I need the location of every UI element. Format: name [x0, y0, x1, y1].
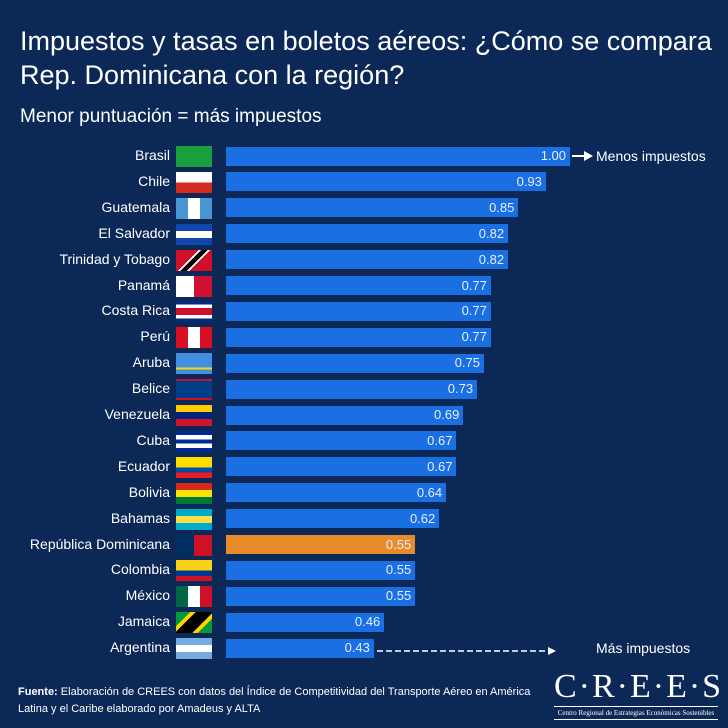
bar-bolivia	[226, 483, 447, 503]
value-label-peru: 0.77	[461, 329, 487, 345]
flag-icon-ecuador	[176, 456, 212, 478]
flag-icon-venezuela	[176, 405, 212, 426]
category-label-bolivia: Bolivia	[128, 483, 170, 500]
category-label-panama: Panamá	[117, 276, 170, 293]
category-label-el-salvador: El Salvador	[98, 224, 170, 241]
category-label-ecuador: Ecuador	[117, 457, 170, 474]
bar-peru	[226, 327, 491, 347]
value-label-aruba: 0.75	[454, 355, 480, 371]
value-label-ecuador: 0.67	[427, 458, 453, 474]
value-label-argentina: 0.43	[344, 640, 370, 656]
flag-icon-bahamas	[176, 508, 212, 530]
category-label-jamaica: Jamaica	[117, 613, 170, 630]
category-label-chile: Chile	[138, 172, 170, 189]
bar-republica-dominicana	[226, 535, 416, 554]
flag-icon-brasil	[176, 146, 212, 167]
flag-icon-cuba	[176, 430, 212, 452]
bar-colombia	[226, 560, 416, 580]
source-label: Fuente:	[18, 686, 58, 698]
flag-icon-peru	[176, 327, 212, 349]
bar-panama	[226, 276, 491, 295]
value-label-bolivia: 0.64	[416, 484, 443, 500]
value-label-costa-rica: 0.77	[461, 303, 487, 319]
category-label-peru: Perú	[140, 328, 170, 345]
value-label-chile: 0.93	[516, 173, 542, 189]
annotation-less-taxes: Menos impuestos	[596, 148, 706, 164]
category-label-mexico: México	[125, 587, 170, 604]
flag-icon-mexico	[176, 586, 212, 608]
value-label-colombia: 0.55	[385, 562, 412, 578]
flag-icon-aruba	[176, 353, 212, 375]
category-label-trinidad-y-tobago: Trinidad y Tobago	[59, 250, 170, 267]
category-label-guatemala: Guatemala	[101, 198, 170, 215]
bar-aruba	[226, 353, 484, 373]
value-label-republica-dominicana: 0.55	[385, 536, 412, 552]
bar-jamaica	[226, 612, 385, 632]
logo-tagline: Centro Regional de Estrategias Económica…	[554, 706, 718, 720]
category-label-brasil: Brasil	[134, 147, 170, 163]
bar-guatemala	[226, 198, 519, 218]
value-label-mexico: 0.55	[385, 588, 412, 604]
flag-icon-el-salvador	[176, 223, 212, 245]
value-label-trinidad-y-tobago: 0.82	[478, 251, 505, 267]
bar-mexico	[226, 586, 416, 606]
bar-belice	[226, 379, 478, 399]
bar-chile	[226, 172, 546, 192]
crees-logo: C·R·E·E·S Centro Regional de Estrategias…	[554, 668, 724, 720]
category-label-bahamas: Bahamas	[110, 509, 170, 526]
bar-brasil	[226, 146, 570, 166]
value-label-jamaica: 0.46	[354, 614, 381, 630]
value-label-bahamas: 0.62	[409, 510, 436, 526]
arrow-bottom-head	[548, 647, 556, 655]
bar-ecuador	[226, 457, 457, 477]
flag-icon-jamaica	[176, 612, 212, 634]
flag-icon-republica-dominicana	[176, 534, 212, 556]
value-label-belice: 0.73	[447, 381, 474, 397]
value-label-cuba: 0.67	[427, 432, 453, 448]
flag-icon-belice	[176, 379, 212, 401]
bar-cuba	[226, 431, 457, 451]
chart-subtitle: Menor puntuación = más impuestos	[20, 106, 322, 127]
flag-icon-panama	[176, 275, 212, 297]
bar-bahamas	[226, 509, 440, 529]
bar-trinidad-y-tobago	[226, 250, 509, 270]
flag-icon-argentina	[176, 638, 212, 660]
bar-argentina	[226, 638, 374, 658]
flag-icon-trinidad-y-tobago	[176, 249, 212, 271]
category-label-belice: Belice	[131, 380, 170, 397]
category-label-argentina: Argentina	[110, 639, 170, 656]
source-note: Fuente: Elaboración de CREES con datos d…	[18, 684, 538, 718]
category-label-cuba: Cuba	[136, 431, 170, 448]
flag-icon-guatemala	[176, 197, 212, 219]
value-label-el-salvador: 0.82	[478, 225, 505, 241]
logo-name: C·R·E·E·S	[554, 668, 724, 705]
flag-icon-costa-rica	[176, 301, 212, 323]
category-label-venezuela: Venezuela	[104, 406, 170, 422]
bar-el-salvador	[226, 224, 509, 244]
flag-icon-bolivia	[176, 482, 212, 504]
chart-title: Impuestos y tasas en boletos aéreos: ¿Có…	[20, 26, 712, 90]
annotation-more-taxes: Más impuestos	[596, 640, 691, 656]
category-label-republica-dominicana: República Dominicana	[29, 535, 170, 552]
value-label-guatemala: 0.85	[489, 199, 515, 215]
category-label-colombia: Colombia	[110, 561, 170, 578]
value-label-brasil: 1.00	[540, 148, 566, 163]
flag-icon-chile	[176, 171, 212, 193]
flag-icon-colombia	[176, 560, 212, 582]
bar-costa-rica	[226, 301, 491, 321]
value-label-venezuela: 0.69	[434, 407, 460, 422]
category-label-aruba: Aruba	[132, 354, 170, 371]
value-label-panama: 0.77	[461, 277, 487, 293]
arrow-top-head	[584, 151, 593, 161]
category-label-costa-rica: Costa Rica	[101, 302, 170, 319]
bar-venezuela	[226, 405, 464, 425]
source-text: Elaboración de CREES con datos del Índic…	[18, 686, 531, 715]
